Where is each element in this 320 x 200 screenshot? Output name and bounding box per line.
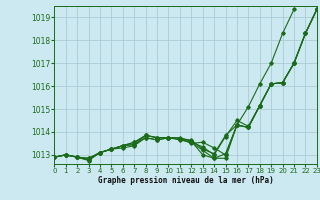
X-axis label: Graphe pression niveau de la mer (hPa): Graphe pression niveau de la mer (hPa) — [98, 176, 274, 185]
